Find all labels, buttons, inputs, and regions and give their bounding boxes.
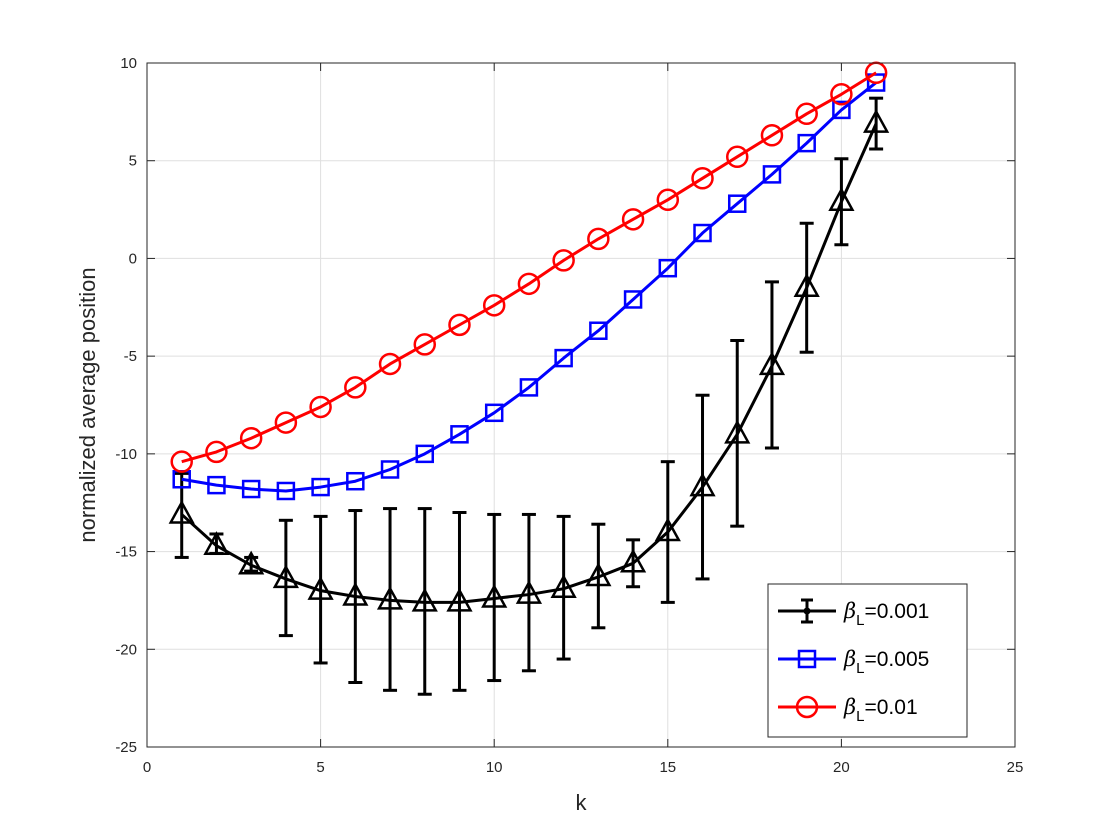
- series-circle: [170, 61, 888, 473]
- data-point: [724, 419, 751, 444]
- legend-marker: [803, 607, 811, 615]
- data-point: [311, 477, 330, 497]
- data-point: [448, 313, 471, 337]
- data-point: [450, 425, 469, 444]
- data-point: [832, 100, 851, 120]
- data-point: [550, 574, 577, 598]
- x-axis-label: k: [576, 790, 588, 815]
- data-point: [203, 531, 230, 555]
- data-point: [795, 102, 818, 126]
- data-point: [587, 227, 610, 251]
- axis-ticks: 0 5 10 15 20 25 -25 -20 -15 -10 -5 0 5 10: [115, 55, 1023, 776]
- data-point: [623, 290, 643, 309]
- data-point: [693, 223, 712, 243]
- data-point: [519, 378, 539, 397]
- data-point: [307, 576, 334, 600]
- y-tick-label: 5: [129, 153, 137, 170]
- data-point: [725, 145, 749, 169]
- data-point: [380, 460, 400, 479]
- data-point: [170, 450, 193, 473]
- data-point: [484, 403, 504, 423]
- y-tick-label: -10: [115, 446, 137, 463]
- data-point: [656, 188, 680, 212]
- x-tick-label: 0: [143, 759, 151, 776]
- legend-entry: βL=0.001: [778, 598, 929, 629]
- series-line: [181, 71, 877, 464]
- data-point: [481, 583, 508, 608]
- legend: βL=0.001 βL=0.005 βL=0.01: [767, 583, 968, 738]
- data-point: [830, 83, 853, 106]
- legend-label: βL=0.01: [843, 695, 918, 725]
- y-tick-label: -15: [115, 544, 137, 561]
- data-point: [515, 579, 543, 604]
- data-point: [446, 587, 473, 612]
- x-tick-label: 10: [486, 759, 503, 776]
- data-point: [658, 258, 678, 278]
- data-point: [762, 165, 782, 184]
- data-point: [866, 73, 886, 92]
- series-line: [180, 122, 878, 604]
- data-point: [689, 472, 716, 497]
- y-tick-label: -25: [115, 739, 137, 756]
- series-square: [172, 73, 886, 501]
- data-point: [619, 548, 647, 573]
- data-point: [207, 475, 226, 495]
- data-point: [585, 562, 612, 587]
- data-point: [554, 348, 573, 368]
- data-point: [828, 187, 855, 212]
- data-point: [205, 440, 228, 464]
- x-tick-label: 20: [833, 759, 850, 776]
- data-point: [760, 124, 784, 147]
- data-point: [413, 333, 437, 356]
- y-tick-label: -5: [124, 348, 137, 365]
- data-point: [654, 517, 681, 542]
- data-point: [342, 581, 369, 606]
- data-point: [863, 108, 890, 133]
- data-point: [168, 499, 195, 524]
- plot-area-frame: [146, 62, 1016, 748]
- y-tick-label: 10: [120, 55, 137, 72]
- x-tick-label: 5: [316, 759, 324, 776]
- data-point: [274, 411, 298, 434]
- data-point: [346, 471, 365, 491]
- legend-marker: [795, 695, 819, 719]
- y-tick-label: 0: [129, 250, 137, 267]
- data-point: [758, 351, 786, 376]
- data-point: [727, 194, 747, 213]
- data-point: [589, 321, 608, 340]
- data-point: [797, 133, 816, 153]
- data-point: [517, 272, 541, 296]
- x-tick-label: 15: [659, 759, 676, 776]
- y-tick-label: -20: [115, 641, 137, 658]
- data-point: [793, 273, 820, 297]
- data-point: [241, 479, 261, 499]
- data-point: [239, 426, 263, 450]
- legend-entry: βL=0.01: [778, 695, 918, 725]
- data-point: [621, 208, 645, 231]
- series-triangle: [168, 96, 890, 696]
- data-point: [482, 294, 506, 317]
- data-point: [344, 376, 367, 399]
- data-point: [411, 587, 438, 612]
- data-point: [276, 481, 296, 501]
- data-point: [238, 550, 265, 575]
- legend-label: βL=0.005: [843, 647, 929, 677]
- data-point: [272, 564, 299, 589]
- legend-label: βL=0.001: [843, 599, 929, 629]
- data-point: [415, 444, 435, 464]
- data-point: [691, 167, 714, 190]
- data-point: [552, 249, 575, 272]
- plot-series: [168, 61, 890, 696]
- legend-entry: βL=0.005: [778, 647, 929, 677]
- x-tick-label: 25: [1007, 759, 1024, 776]
- data-point: [309, 395, 332, 419]
- data-point: [376, 585, 404, 610]
- y-axis-label: normalized average position: [75, 267, 100, 542]
- series-line: [181, 81, 878, 493]
- data-point: [378, 352, 402, 376]
- legend-marker: [797, 649, 817, 669]
